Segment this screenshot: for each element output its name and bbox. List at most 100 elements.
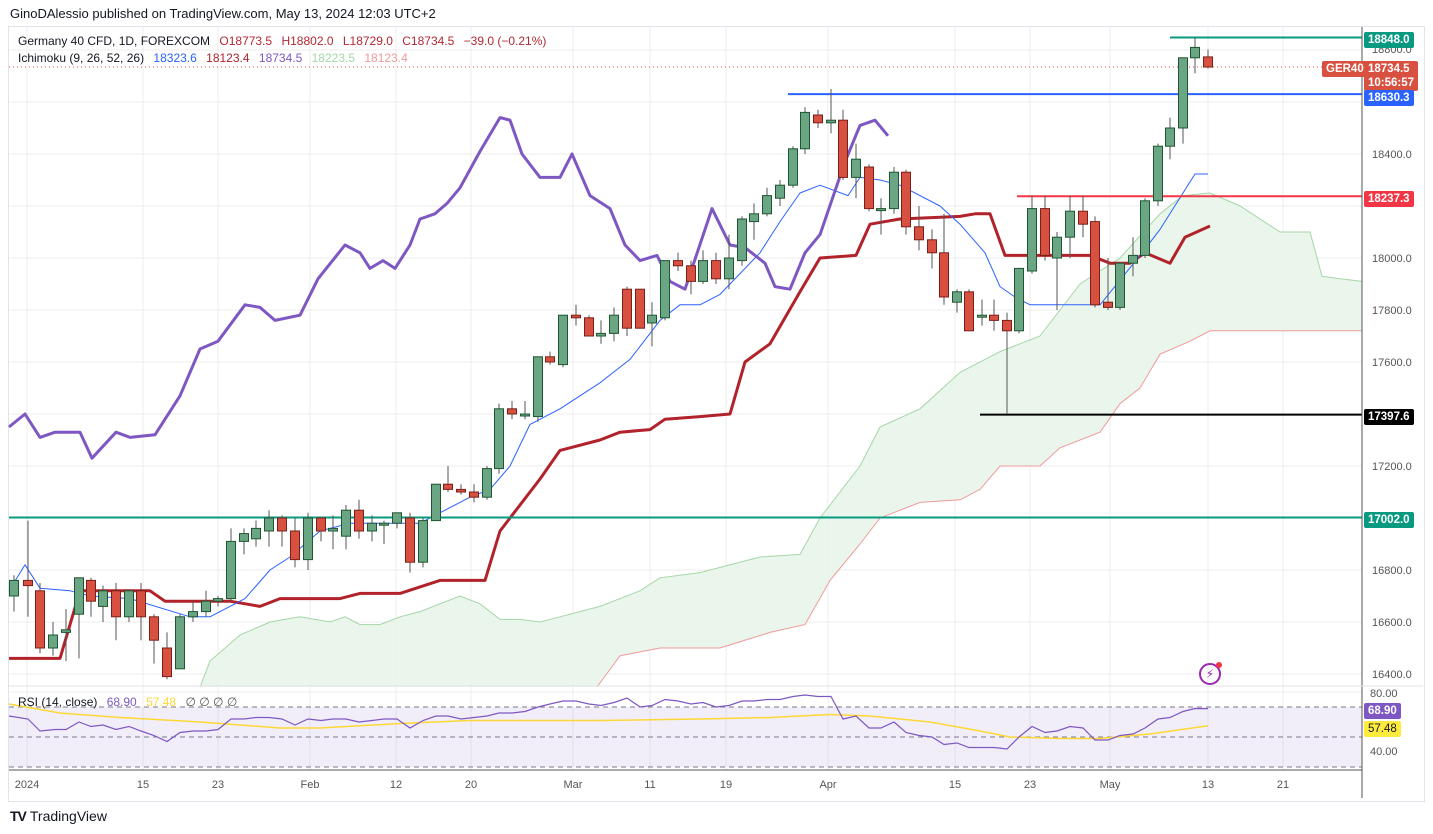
candle — [494, 408, 504, 470]
symbol-legend[interactable]: Germany 40 CFD, 1D, FOREXCOM O18773.5 H1… — [18, 34, 552, 48]
candle — [1014, 267, 1024, 332]
rsi-label[interactable]: RSI (14, close) — [18, 695, 98, 709]
y-tick: 16400.0 — [1372, 669, 1412, 681]
candle — [1165, 127, 1175, 147]
candle — [111, 590, 121, 618]
candle — [341, 509, 351, 537]
x-tick: 13 — [1201, 779, 1215, 791]
candle — [724, 257, 734, 280]
x-tick: Mar — [563, 779, 583, 791]
y-tick: 17200.0 — [1372, 461, 1412, 473]
tradingview-logo[interactable]: TV TradingView — [10, 808, 107, 824]
symbol-tag: GER40 — [1322, 61, 1368, 77]
candle — [443, 483, 453, 490]
y-tick: 17600.0 — [1372, 357, 1412, 369]
candle — [303, 517, 313, 561]
candle — [686, 265, 696, 282]
high-value: H18802.0 — [281, 34, 334, 48]
candle — [1115, 262, 1125, 308]
candle — [1203, 56, 1213, 68]
x-tick: 15 — [948, 779, 962, 791]
candle — [277, 517, 287, 532]
candle — [316, 517, 326, 532]
grid — [9, 27, 1362, 770]
horizontal-levels — [9, 36, 1362, 519]
candle — [1140, 200, 1150, 256]
candle — [405, 517, 415, 563]
ichimoku-label[interactable]: Ichimoku (9, 26, 52, 26) — [18, 51, 145, 65]
candle — [901, 171, 911, 228]
candle — [914, 226, 924, 241]
lightning-icon[interactable]: ⚡ — [1199, 662, 1222, 685]
candle — [379, 522, 389, 526]
candle — [1103, 301, 1113, 308]
candle — [149, 616, 159, 641]
brand-name: TradingView — [29, 808, 107, 824]
y-tick: 18000.0 — [1372, 253, 1412, 265]
candle — [226, 540, 236, 600]
tradingview-logo-icon: TV — [10, 808, 27, 824]
candle — [251, 527, 261, 540]
candle — [264, 517, 274, 532]
candle — [418, 520, 428, 563]
x-tick: Apr — [819, 779, 837, 791]
candle — [520, 413, 530, 417]
candle — [813, 114, 823, 124]
candle — [826, 119, 836, 124]
x-tick: 11 — [644, 779, 656, 791]
candle — [647, 314, 657, 324]
level-tag-teal: 17002.0 — [1364, 512, 1414, 528]
y-tick: 16800.0 — [1372, 565, 1412, 577]
rsi-legend[interactable]: RSI (14, close) 68.90 57.48 ∅ ∅ ∅ ∅ — [18, 695, 243, 709]
candle — [61, 629, 71, 633]
candle — [571, 314, 581, 319]
rsi-ma-value: 57.48 — [146, 695, 177, 709]
candle — [1040, 208, 1050, 256]
candle — [660, 260, 670, 319]
symbol-name[interactable]: Germany 40 CFD, 1D, FOREXCOM — [18, 34, 211, 48]
candlesticks — [9, 37, 1213, 680]
candle — [328, 527, 338, 532]
candle — [622, 288, 632, 329]
candle — [392, 512, 402, 524]
ichimoku-cloud — [199, 192, 1363, 688]
candle — [213, 598, 223, 602]
x-tick: 20 — [464, 779, 478, 791]
kijun-value: 18123.4 — [206, 51, 250, 65]
ichimoku-legend[interactable]: Ichimoku (9, 26, 52, 26) 18323.6 18123.4… — [18, 51, 414, 65]
candle — [889, 171, 899, 210]
x-tick: 2024 — [14, 779, 40, 791]
candle — [354, 509, 364, 532]
rsi-tick: 80.00 — [1370, 688, 1398, 700]
candle — [456, 488, 466, 493]
candle — [1027, 208, 1037, 272]
candle — [533, 356, 543, 418]
change-value: −39.0 (−0.21%) — [463, 34, 547, 48]
level-tag-blue: 18630.3 — [1364, 90, 1414, 106]
candle — [737, 218, 747, 262]
x-tick: 21 — [1276, 779, 1290, 791]
candle — [1078, 210, 1088, 225]
x-tick: May — [1099, 779, 1121, 791]
candle — [788, 148, 798, 186]
close-value: C18734.5 — [402, 34, 455, 48]
candle — [74, 577, 84, 615]
y-tick: 16600.0 — [1372, 617, 1412, 629]
level-tag-black: 17397.6 — [1364, 409, 1414, 425]
senkou-b-value: 18123.4 — [364, 51, 408, 65]
tenkan-value: 18323.6 — [153, 51, 197, 65]
level-tag-red: 18237.3 — [1364, 191, 1414, 207]
last-price: 18734.5 — [1368, 63, 1410, 75]
x-tick: 19 — [719, 779, 733, 791]
low-value: L18729.0 — [342, 34, 393, 48]
candle — [431, 483, 441, 522]
axes — [9, 27, 1423, 798]
candle — [989, 314, 999, 321]
candle — [1002, 319, 1012, 332]
open-value: O18773.5 — [219, 34, 273, 48]
candle — [482, 468, 492, 498]
candle — [35, 590, 45, 649]
candle — [876, 208, 886, 212]
candle — [851, 158, 861, 178]
